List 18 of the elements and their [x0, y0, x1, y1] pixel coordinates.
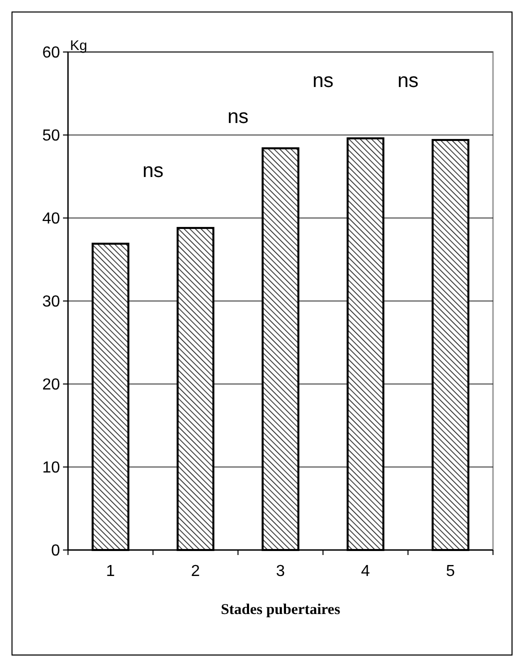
y-tick-label: 10: [42, 460, 60, 477]
y-tick-label: 60: [42, 44, 60, 62]
y-tick-label: 40: [42, 210, 60, 228]
y-tick-label: 20: [42, 376, 60, 394]
x-axis-title: Stades pubertaires: [220, 602, 340, 618]
x-tick-label: 1: [106, 563, 116, 580]
annotation: ns: [312, 70, 334, 92]
x-tick-label: 5: [446, 563, 456, 580]
annotation: ns: [142, 160, 164, 182]
annotation: ns: [397, 70, 419, 92]
x-tick-label: 3: [276, 563, 286, 580]
annotation: ns: [227, 106, 249, 128]
y-axis-title: Kg: [70, 37, 88, 53]
y-tick-label: 50: [42, 128, 60, 145]
y-tick-label: 30: [42, 294, 60, 311]
y-tick-label: 0: [51, 542, 60, 560]
x-tick-label: 4: [361, 563, 370, 580]
x-tick-label: 2: [191, 563, 200, 580]
